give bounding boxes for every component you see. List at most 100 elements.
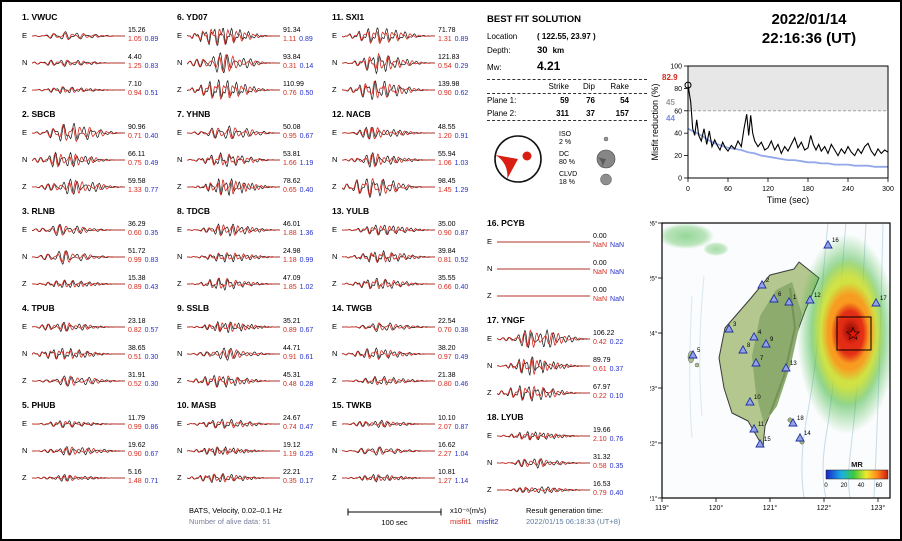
amplitude-value: 31.32 <box>593 454 611 461</box>
time-scale-label: 100 sec <box>381 518 408 527</box>
waveform-trace <box>342 147 435 173</box>
misfit1-value: 0.42 <box>593 338 607 346</box>
component-row: N 24.98 1.18 0.99 <box>177 243 329 270</box>
waveform-svg <box>497 485 591 494</box>
component-row: E 48.55 1.20 0.91 <box>332 119 484 146</box>
station-marker-triangle-icon <box>757 279 767 289</box>
waveform-svg <box>186 27 280 46</box>
amplitude-value: 44.71 <box>283 345 301 352</box>
misfit-values: 0.90 0.87 <box>438 230 468 239</box>
component-label: E <box>332 31 338 40</box>
station-marker-number: 1 <box>793 295 797 301</box>
waveform-trace <box>31 314 125 340</box>
map-y-tick: 26° <box>650 220 658 228</box>
y-tick-label: 80 <box>674 86 682 93</box>
amplitude-value: 110.99 <box>283 81 304 88</box>
waveform-trace <box>496 326 591 352</box>
clvd-circle-icon <box>593 173 619 186</box>
misfit2-value: 0.28 <box>299 380 314 388</box>
waveform-svg <box>496 384 590 402</box>
waveform-trace <box>31 217 125 243</box>
amplitude-value: 11.79 <box>128 415 145 422</box>
x-tick-label: 0 <box>686 186 690 193</box>
misfit2-value: 0.83 <box>144 62 159 70</box>
mw-value: 4.21 <box>537 59 561 73</box>
map-svg: MR 0 20 40 60 119°120°121°122°123°26°25°… <box>648 220 891 512</box>
component-label: E <box>332 322 338 331</box>
station-marker-triangle-icon <box>769 293 779 303</box>
station-marker-triangle-icon <box>749 331 759 341</box>
misfit2-value: 0.67 <box>144 450 159 458</box>
waveform-trace <box>496 423 590 449</box>
misfit1-value: 1.33 <box>128 186 142 194</box>
misfit2-value: 0.40 <box>609 489 624 497</box>
component-values: 59.58 1.33 0.77 <box>128 178 158 195</box>
component-label: Z <box>22 376 27 385</box>
station-title: 13. YULB <box>332 206 370 216</box>
component-row: E 90.96 0.71 0.40 <box>22 119 174 146</box>
component-label: N <box>487 264 493 273</box>
amplitude-value: 0.00 <box>593 287 607 294</box>
misfit-values: 0.90 0.62 <box>438 90 468 99</box>
colorbar-tick: 60 <box>876 483 883 489</box>
station-marker-number: 18 <box>797 416 804 422</box>
amplitude-value: 67.97 <box>593 384 611 391</box>
component-values: 31.32 0.58 0.35 <box>593 454 623 471</box>
misfit2-value: 0.87 <box>454 229 469 237</box>
map-x-tick: 122° <box>817 504 832 512</box>
component-label: Z <box>487 388 492 397</box>
component-label: Z <box>332 279 337 288</box>
waveform-svg <box>341 125 435 140</box>
station-map: MR 0 20 40 60 119°120°121°122°123°26°25°… <box>648 216 900 517</box>
component-row: N 19.62 0.90 0.67 <box>22 437 174 464</box>
component-values: 38.20 0.97 0.49 <box>438 345 468 362</box>
waveform-svg <box>496 355 590 376</box>
component-row: Z 31.91 0.52 0.30 <box>22 367 174 394</box>
component-label: N <box>22 155 28 164</box>
component-row: E 36.29 0.60 0.35 <box>22 216 174 243</box>
amplitude-value: 36.29 <box>128 221 146 228</box>
waveform-trace <box>341 244 436 270</box>
amplitude-value: 23.18 <box>128 318 146 325</box>
misfit-values: 0.89 0.43 <box>128 284 158 293</box>
waveform-trace <box>342 271 435 297</box>
waveform-trace <box>32 465 125 491</box>
misfit2-value: 0.89 <box>454 35 469 43</box>
component-row: E 11.79 0.99 0.86 <box>22 410 174 437</box>
misfit1-value: 0.94 <box>128 89 142 97</box>
misfit-values: 0.54 0.29 <box>438 63 468 72</box>
component-row: E 24.67 0.74 0.47 <box>177 410 329 437</box>
waveform-svg <box>32 177 126 195</box>
component-row: Z 98.45 1.45 1.29 <box>332 173 484 200</box>
misfit1-value: 0.79 <box>593 489 607 497</box>
x-tick-label: 240 <box>842 186 854 193</box>
plane2-strike: 311 <box>556 109 569 118</box>
misfit-values: 1.33 0.77 <box>128 187 158 196</box>
misfit-values: 0.80 0.46 <box>438 381 468 390</box>
waveform-svg <box>341 346 435 360</box>
misfit2-value: 0.61 <box>299 353 314 361</box>
component-values: 48.55 1.20 0.91 <box>438 124 468 141</box>
misfit1-value: 0.82 <box>128 326 142 334</box>
component-row: Z 47.09 1.85 1.02 <box>177 270 329 297</box>
misfit-values: 0.35 0.17 <box>283 478 313 487</box>
misfit-values: 1.45 1.29 <box>438 187 468 196</box>
station-title: 17. YNGF <box>487 315 525 325</box>
misfit-values: 0.97 0.49 <box>438 354 468 363</box>
y-tick-label: 20 <box>674 153 682 160</box>
component-values: 91.34 1.11 0.89 <box>283 27 313 44</box>
component-values: 67.97 0.22 0.10 <box>593 384 623 401</box>
result-time-label: Result generation time: <box>526 506 604 515</box>
waveform-trace <box>186 120 281 146</box>
map-x-tick: 120° <box>709 504 724 512</box>
misfit2-value: 0.99 <box>299 256 314 264</box>
misfit1-value: 0.51 <box>128 353 142 361</box>
component-row: E 35.21 0.89 0.67 <box>177 313 329 340</box>
waveform-svg <box>496 457 590 469</box>
dc-circle-icon <box>593 149 619 169</box>
amplitude-value: 38.65 <box>128 345 146 352</box>
waveform-column-1: 1. VWUC E 15.26 1.05 0.89 N 4.40 1.25 0.83 Z 7.10 0… <box>22 12 174 497</box>
component-label: Z <box>177 473 182 482</box>
result-time-value: 2022/01/15 06:18:33 (UT+8) <box>526 517 621 526</box>
